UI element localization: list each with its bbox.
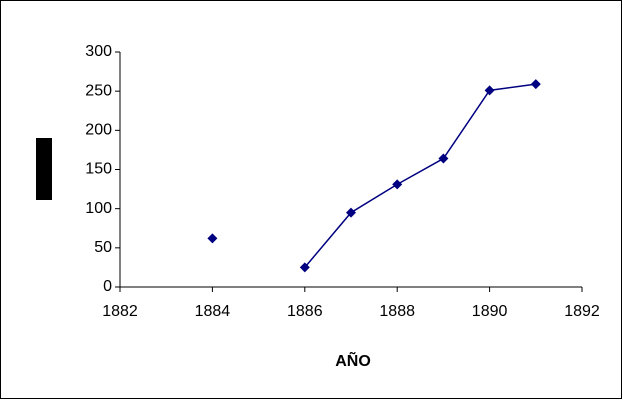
series-line (304, 83, 536, 268)
x-tick-label: 1890 (472, 303, 508, 320)
y-tick-label: 200 (85, 122, 112, 139)
x-tick-label: 1882 (102, 303, 138, 320)
y-tick-label: 50 (94, 239, 112, 256)
redacted-y-label (36, 138, 52, 200)
y-tick-label: 250 (85, 82, 112, 99)
y-tick-label: 300 (85, 43, 112, 60)
x-tick-label: 1886 (287, 303, 323, 320)
x-tick-label: 1888 (379, 303, 415, 320)
x-tick-label: 1892 (564, 303, 600, 320)
data-point (346, 207, 356, 218)
x-tick-label: 1884 (195, 303, 231, 320)
data-point (207, 233, 218, 244)
data-point (530, 79, 541, 90)
data-point (392, 179, 403, 190)
x-axis-title: AÑO (335, 350, 371, 370)
y-tick-label: 150 (85, 161, 112, 178)
y-tick-label: 0 (103, 278, 112, 295)
data-point (438, 153, 449, 164)
y-tick-label: 100 (85, 200, 112, 217)
data-point (484, 85, 495, 96)
data-point (299, 262, 310, 273)
